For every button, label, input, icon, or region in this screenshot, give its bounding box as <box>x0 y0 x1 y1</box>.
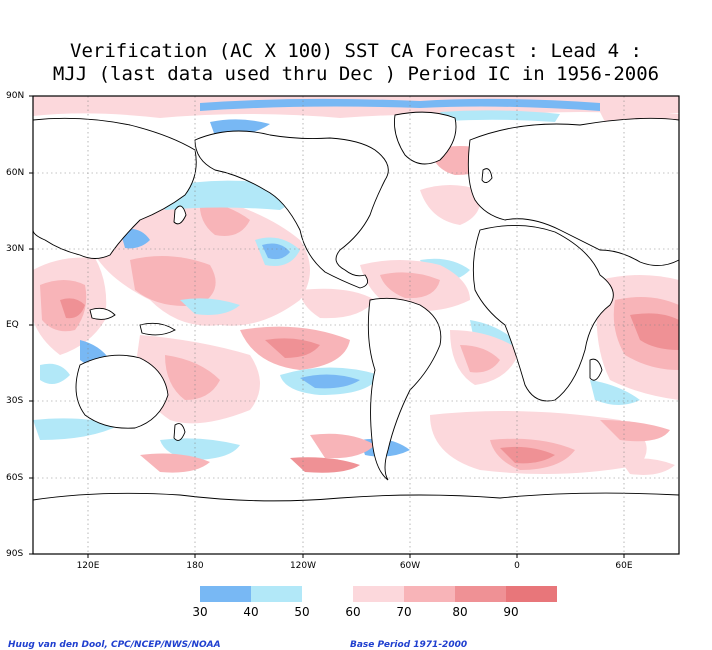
lat-label-30s: 30S <box>6 396 24 406</box>
color-legend <box>200 586 557 602</box>
lat-label-60n: 60N <box>6 168 25 178</box>
lon-label-60w: 60W <box>399 561 421 571</box>
legend-swatch-80-90 <box>455 586 506 602</box>
west-indian-ocean-anomaly <box>596 275 679 400</box>
lon-label-0: 0 <box>514 561 520 571</box>
map-frame <box>32 95 680 555</box>
legend-label-50: 50 <box>294 605 310 619</box>
lat-label-60s: 60S <box>6 473 24 483</box>
map-title-line-1: Verification (AC X 100) SST CA Forecast … <box>70 40 642 62</box>
legend-swatch-70-80 <box>404 586 455 602</box>
lat-label-eq: EQ <box>6 320 19 330</box>
legend-label-70: 70 <box>396 605 412 619</box>
legend-label-40: 40 <box>243 605 259 619</box>
lon-label-60e: 60E <box>615 561 633 571</box>
lon-label-120w: 120W <box>289 561 317 571</box>
lat-label-90s: 90S <box>6 549 24 559</box>
legend-swatch-40-50 <box>251 586 302 602</box>
legend-label-30: 30 <box>192 605 208 619</box>
new-zealand <box>173 423 186 441</box>
japan <box>173 205 187 225</box>
legend-swatch-60-70 <box>353 586 404 602</box>
legend-label-90: 90 <box>503 605 519 619</box>
indo-pacific-anomaly <box>33 196 375 424</box>
lat-label-90n: 90N <box>6 91 25 101</box>
legend-label-80: 80 <box>452 605 468 619</box>
footer-base-period: Base Period 1971-2000 <box>350 640 468 650</box>
legend-swatch-50-60 <box>302 586 353 602</box>
indonesia <box>89 307 116 320</box>
lon-label-180: 180 <box>186 561 204 571</box>
axis-ticks <box>29 95 625 558</box>
new-guinea <box>139 322 176 336</box>
arctic-anomaly <box>33 96 679 137</box>
legend-label-60: 60 <box>345 605 361 619</box>
south-america <box>367 297 442 481</box>
lat-label-30n: 30N <box>6 244 25 254</box>
land-masses <box>32 111 680 555</box>
africa <box>472 225 614 402</box>
map-title-line-2: MJJ (last data used thru Dec ) Period IC… <box>52 63 660 85</box>
lon-label-120e: 120E <box>76 561 100 571</box>
australia <box>75 354 169 429</box>
legend-swatch-30-40 <box>200 586 251 602</box>
eurasia <box>467 117 680 266</box>
madagascar <box>589 358 603 381</box>
southern-ocean-anomaly <box>140 411 675 528</box>
east-asia <box>32 117 197 259</box>
antarctica <box>32 492 680 555</box>
uk <box>481 168 493 183</box>
legend-swatch-90-plus <box>506 586 557 602</box>
footer-author: Huug van den Dool, CPC/NCEP/NWS/NOAA <box>8 640 221 650</box>
